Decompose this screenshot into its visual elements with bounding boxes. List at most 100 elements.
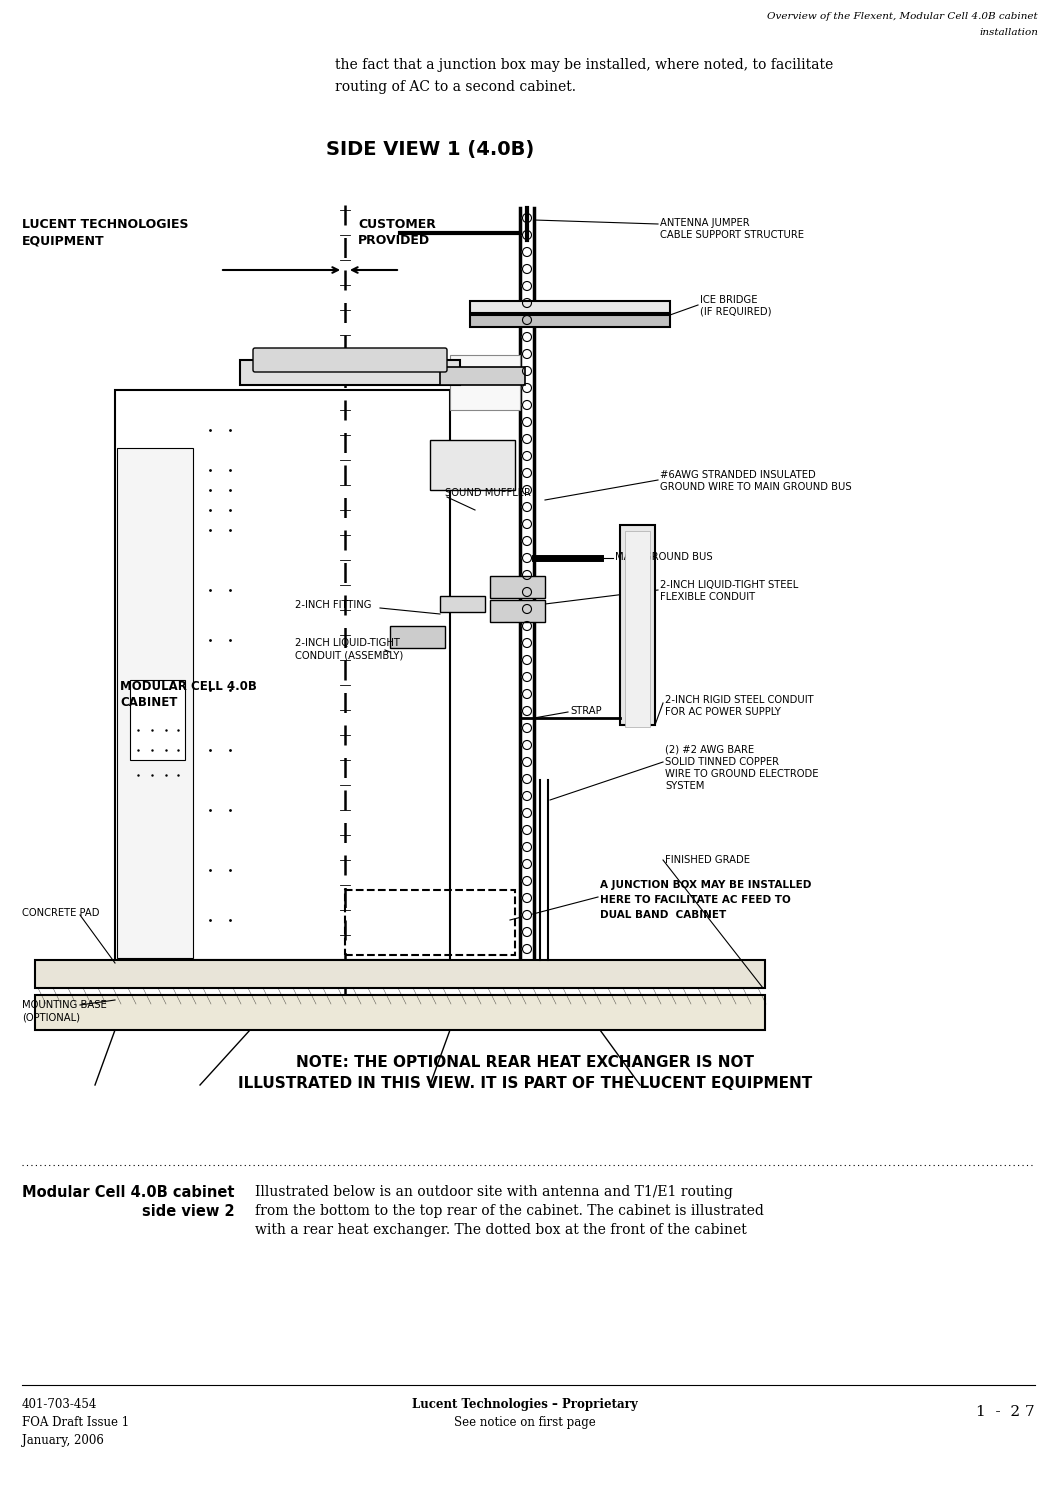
Circle shape — [523, 774, 531, 783]
Circle shape — [523, 825, 531, 834]
Bar — [470, 302, 670, 313]
Text: NOTE: THE OPTIONAL REAR HEAT EXCHANGER IS NOT: NOTE: THE OPTIONAL REAR HEAT EXCHANGER I… — [296, 1054, 754, 1070]
Circle shape — [523, 400, 531, 410]
Circle shape — [523, 537, 531, 546]
Text: GROUND WIRE TO MAIN GROUND BUS: GROUND WIRE TO MAIN GROUND BUS — [660, 482, 852, 492]
Text: 2-INCH LIQUID-TIGHT: 2-INCH LIQUID-TIGHT — [295, 638, 400, 648]
Text: SOLID TINNED COPPER: SOLID TINNED COPPER — [665, 758, 779, 766]
Circle shape — [523, 706, 531, 716]
FancyBboxPatch shape — [253, 348, 447, 372]
Bar — [117, 448, 193, 958]
Text: 2-INCH RIGID STEEL CONDUIT: 2-INCH RIGID STEEL CONDUIT — [665, 694, 814, 705]
Circle shape — [523, 554, 531, 562]
Text: WIRE TO GROUND ELECTRODE: WIRE TO GROUND ELECTRODE — [665, 770, 819, 778]
Text: 2-INCH FITTING: 2-INCH FITTING — [295, 600, 372, 610]
Bar — [450, 356, 520, 410]
Text: Illustrated below is an outdoor site with antenna and T1/E1 routing: Illustrated below is an outdoor site wit… — [255, 1185, 733, 1198]
Text: (2) #2 AWG BARE: (2) #2 AWG BARE — [665, 746, 754, 754]
Circle shape — [523, 384, 531, 393]
Bar — [490, 576, 545, 598]
Circle shape — [523, 588, 531, 597]
Text: #6AWG STRANDED INSULATED: #6AWG STRANDED INSULATED — [660, 470, 816, 480]
Text: FINISHED GRADE: FINISHED GRADE — [665, 855, 750, 865]
Circle shape — [523, 282, 531, 291]
Text: FOR AC POWER SUPPLY: FOR AC POWER SUPPLY — [665, 706, 781, 717]
Circle shape — [523, 486, 531, 495]
Bar — [240, 360, 460, 386]
Text: See notice on first page: See notice on first page — [454, 1416, 596, 1430]
Text: A JUNCTION BOX MAY BE INSTALLED: A JUNCTION BOX MAY BE INSTALLED — [600, 880, 812, 890]
Text: CONCRETE PAD: CONCRETE PAD — [22, 908, 100, 918]
Text: (OPTIONAL): (OPTIONAL) — [22, 1013, 80, 1022]
Bar — [625, 531, 650, 728]
Text: (IF REQUIRED): (IF REQUIRED) — [700, 308, 772, 316]
Circle shape — [523, 945, 531, 954]
Text: MODULAR CELL 4.0B: MODULAR CELL 4.0B — [120, 680, 257, 693]
Text: Lucent Technologies – Proprietary: Lucent Technologies – Proprietary — [412, 1398, 638, 1411]
Circle shape — [523, 298, 531, 307]
Circle shape — [523, 264, 531, 273]
Circle shape — [523, 213, 531, 222]
Bar — [430, 440, 514, 491]
Circle shape — [523, 417, 531, 426]
Text: LUCENT TECHNOLOGIES: LUCENT TECHNOLOGIES — [22, 217, 189, 231]
Text: CABLE SUPPORT STRUCTURE: CABLE SUPPORT STRUCTURE — [660, 230, 804, 240]
Circle shape — [523, 621, 531, 630]
Circle shape — [523, 503, 531, 512]
Text: from the bottom to the top rear of the cabinet. The cabinet is illustrated: from the bottom to the top rear of the c… — [255, 1204, 764, 1218]
Text: DUAL BAND  CABINET: DUAL BAND CABINET — [600, 910, 727, 920]
Text: CABINET: CABINET — [120, 696, 177, 709]
Circle shape — [523, 519, 531, 528]
Circle shape — [523, 604, 531, 613]
Bar — [345, 890, 514, 956]
Circle shape — [523, 656, 531, 664]
Circle shape — [523, 876, 531, 885]
Text: FOA Draft Issue 1: FOA Draft Issue 1 — [22, 1416, 129, 1430]
Text: EQUIPMENT: EQUIPMENT — [22, 234, 105, 248]
Text: MOUNTING BASE: MOUNTING BASE — [22, 1000, 107, 1010]
Circle shape — [523, 231, 531, 240]
Circle shape — [523, 639, 531, 648]
Text: 2-INCH LIQUID-TIGHT STEEL: 2-INCH LIQUID-TIGHT STEEL — [660, 580, 798, 590]
Text: routing of AC to a second cabinet.: routing of AC to a second cabinet. — [335, 80, 576, 94]
Bar — [35, 1000, 765, 1012]
Bar — [440, 596, 485, 612]
Text: installation: installation — [979, 28, 1038, 38]
Circle shape — [523, 927, 531, 936]
Text: SIDE VIEW 1 (4.0B): SIDE VIEW 1 (4.0B) — [326, 140, 534, 159]
Bar — [440, 368, 525, 386]
Bar — [470, 315, 670, 327]
Text: side view 2: side view 2 — [143, 1204, 235, 1219]
Circle shape — [523, 843, 531, 852]
Circle shape — [523, 350, 531, 358]
Circle shape — [523, 672, 531, 681]
Circle shape — [523, 366, 531, 375]
Text: FLEXIBLE CONDUIT: FLEXIBLE CONDUIT — [660, 592, 755, 602]
Text: ANTENNA JUMPER: ANTENNA JUMPER — [660, 217, 750, 228]
Text: MAIN GROUND BUS: MAIN GROUND BUS — [615, 552, 713, 562]
Bar — [130, 680, 185, 760]
Text: CUSTOMER: CUSTOMER — [358, 217, 436, 231]
Circle shape — [523, 792, 531, 801]
Text: STRAP: STRAP — [570, 706, 602, 716]
Text: SOUND MUFFLER: SOUND MUFFLER — [445, 488, 531, 498]
Circle shape — [523, 758, 531, 766]
Circle shape — [523, 315, 531, 324]
Circle shape — [523, 570, 531, 579]
Circle shape — [523, 333, 531, 342]
Circle shape — [523, 723, 531, 732]
Circle shape — [523, 741, 531, 750]
Text: CONDUIT (ASSEMBLY): CONDUIT (ASSEMBLY) — [295, 650, 403, 660]
Text: Overview of the Flexent, Modular Cell 4.0B cabinet: Overview of the Flexent, Modular Cell 4.… — [768, 12, 1038, 21]
Text: ILLUSTRATED IN THIS VIEW. IT IS PART OF THE LUCENT EQUIPMENT: ILLUSTRATED IN THIS VIEW. IT IS PART OF … — [238, 1076, 812, 1090]
Circle shape — [523, 894, 531, 903]
Circle shape — [523, 910, 531, 920]
Text: ICE BRIDGE: ICE BRIDGE — [700, 296, 757, 304]
Text: 401-703-454: 401-703-454 — [22, 1398, 98, 1411]
Bar — [490, 600, 545, 622]
Text: SYSTEM: SYSTEM — [665, 782, 705, 790]
Text: January, 2006: January, 2006 — [22, 1434, 104, 1448]
Text: Modular Cell 4.0B cabinet: Modular Cell 4.0B cabinet — [22, 1185, 235, 1200]
Text: the fact that a junction box may be installed, where noted, to facilitate: the fact that a junction box may be inst… — [335, 58, 834, 72]
Bar — [620, 525, 655, 724]
